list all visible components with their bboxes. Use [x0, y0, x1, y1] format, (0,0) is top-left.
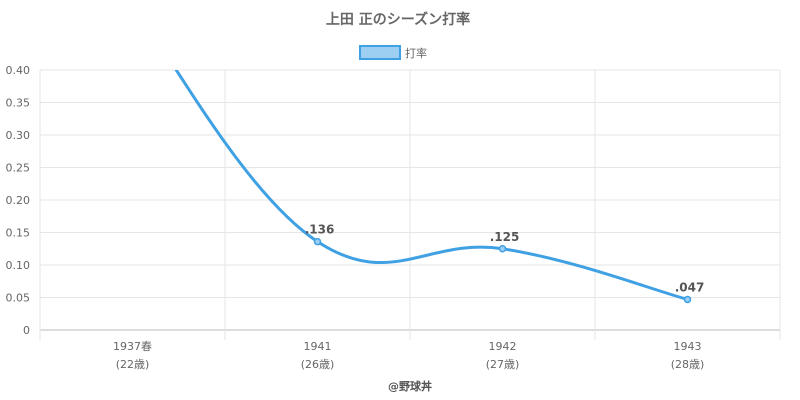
data-label: .136 [305, 223, 335, 237]
x-tick-sublabel: (26歳) [301, 358, 335, 371]
y-tick-label: 0.05 [6, 292, 31, 305]
credit-text: @野球丼 [388, 379, 432, 393]
series-line-group [174, 70, 692, 304]
y-tick-label: 0.10 [6, 259, 31, 272]
data-labels: .136 .125 .047 [305, 223, 705, 295]
x-tick-label: 1943 [674, 340, 702, 353]
x-tick-sublabel: (28歳) [671, 358, 705, 371]
x-tick-label: 1942 [489, 340, 517, 353]
chart-title: 上田 正のシーズン打率 [326, 11, 470, 28]
y-tick-label: 0.40 [6, 64, 31, 77]
series-line [174, 70, 688, 301]
y-tick-label: 0.35 [6, 97, 31, 110]
y-axis-ticks: 0 0.05 0.10 0.15 0.20 0.25 0.30 0.35 0.40 [6, 64, 31, 337]
y-tick-label: 0.15 [6, 227, 31, 240]
data-label: .125 [490, 230, 520, 244]
data-point[interactable] [498, 245, 507, 253]
x-tick-sublabel: (22歳) [116, 358, 150, 371]
x-tick-label: 1937春 [113, 340, 152, 353]
legend-swatch[interactable] [359, 45, 401, 60]
x-tick-sublabel: (27歳) [486, 358, 520, 371]
x-axis-ticks: 1937春 (22歳) 1941 (26歳) 1942 (27歳) 1943 (28歳) [113, 340, 704, 371]
data-point[interactable] [313, 237, 322, 246]
y-tick-label: 0 [23, 324, 30, 337]
legend[interactable]: 打率 [359, 45, 427, 60]
data-label: .047 [675, 280, 705, 294]
grid-lines [39, 69, 781, 340]
x-tick-label: 1941 [304, 340, 332, 353]
data-point[interactable] [683, 295, 692, 304]
legend-label[interactable]: 打率 [405, 46, 427, 60]
y-tick-label: 0.20 [6, 194, 31, 207]
y-tick-label: 0.25 [6, 162, 31, 175]
y-tick-label: 0.30 [6, 129, 31, 142]
